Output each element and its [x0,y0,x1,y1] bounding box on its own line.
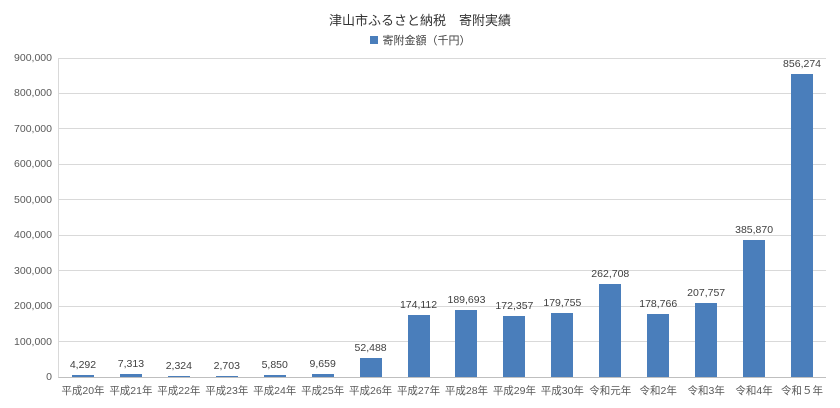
x-axis-tick-label: 平成20年 [61,385,105,397]
legend-swatch-icon [369,36,378,44]
bar [71,375,94,377]
x-axis-tick-label: 平成25年 [301,385,345,397]
gridline [59,92,826,94]
bar [359,358,382,377]
bar [455,309,478,377]
bar [503,315,526,377]
bar-value-label: 178,766 [639,297,678,310]
bar-value-label: 52,488 [354,342,387,355]
bar [599,283,622,377]
bar-value-label: 172,357 [495,299,534,312]
chart-legend: 寄附金額（千円） [0,32,840,48]
y-axis-tick-label: 200,000 [14,300,52,313]
bar [311,373,334,377]
bar [263,374,286,377]
bar-value-label: 5,850 [261,358,288,371]
bar-value-label: 174,112 [399,299,438,312]
legend-label: 寄附金額（千円） [382,35,471,47]
gridline [59,128,826,130]
bar-value-label: 7,313 [117,358,145,371]
y-axis-tick-label: 500,000 [14,193,52,206]
gridline [59,270,826,272]
bar-value-label: 2,324 [165,360,192,372]
y-axis-tick-label: 700,000 [14,122,52,135]
gridline [59,305,826,307]
bar-value-label: 189,693 [447,293,486,306]
bar-value-label: 4,292 [69,359,97,372]
y-axis-tick-label: 300,000 [14,264,52,277]
bar [407,315,430,377]
x-axis-tick-label: 令和５年 [781,385,824,397]
y-axis-tick-label: 800,000 [14,87,52,100]
x-axis-tick-label: 平成24年 [253,385,297,397]
bar [743,240,766,377]
x-axis-tick-label: 平成21年 [109,385,153,397]
gridline [59,199,826,201]
y-axis-tick-label: 900,000 [14,52,52,64]
bar [167,376,190,377]
x-axis-tick-label: 令和3年 [687,385,725,397]
x-axis-tick-label: 令和元年 [589,385,632,397]
y-axis-tick-label: 0 [46,371,52,383]
x-axis-tick-label: 平成22年 [157,385,201,397]
chart-title: 津山市ふるさと納税 寄附実績 [328,13,511,28]
bar [791,73,814,377]
x-axis-tick-label: 平成26年 [349,385,393,397]
bar-value-label: 2,703 [213,360,240,372]
gridline [59,341,826,343]
x-axis-tick-label: 平成23年 [205,385,249,397]
x-axis-tick-label: 令和2年 [639,385,677,397]
y-axis-tick-label: 600,000 [14,158,52,171]
bar-value-label: 179,755 [543,297,582,310]
bar [695,303,718,377]
x-axis-tick-label: 平成29年 [492,385,536,397]
bar [647,313,670,377]
gridline [59,163,826,165]
bar-value-label: 385,870 [735,224,774,237]
gridline [59,57,826,59]
y-axis-tick-label: 400,000 [14,229,52,242]
x-axis-tick-label: 平成28年 [444,385,489,397]
bar-value-label: 262,708 [591,267,630,280]
bar-value-label: 856,274 [783,57,822,70]
bar-value-label: 9,659 [309,357,336,370]
x-axis-tick-label: 平成30年 [540,385,584,397]
bar [119,374,142,377]
gridline [59,234,826,236]
bar [215,376,238,377]
y-axis-tick-label: 100,000 [14,335,52,348]
bar-value-label: 207,757 [687,287,726,300]
x-axis-tick-label: 令和4年 [735,385,773,397]
bar [551,313,574,377]
plot-area: 0 100,000 200,000 300,000 400,000 500,000 600,… [14,52,826,397]
x-axis-tick-label: 平成27年 [396,385,441,397]
